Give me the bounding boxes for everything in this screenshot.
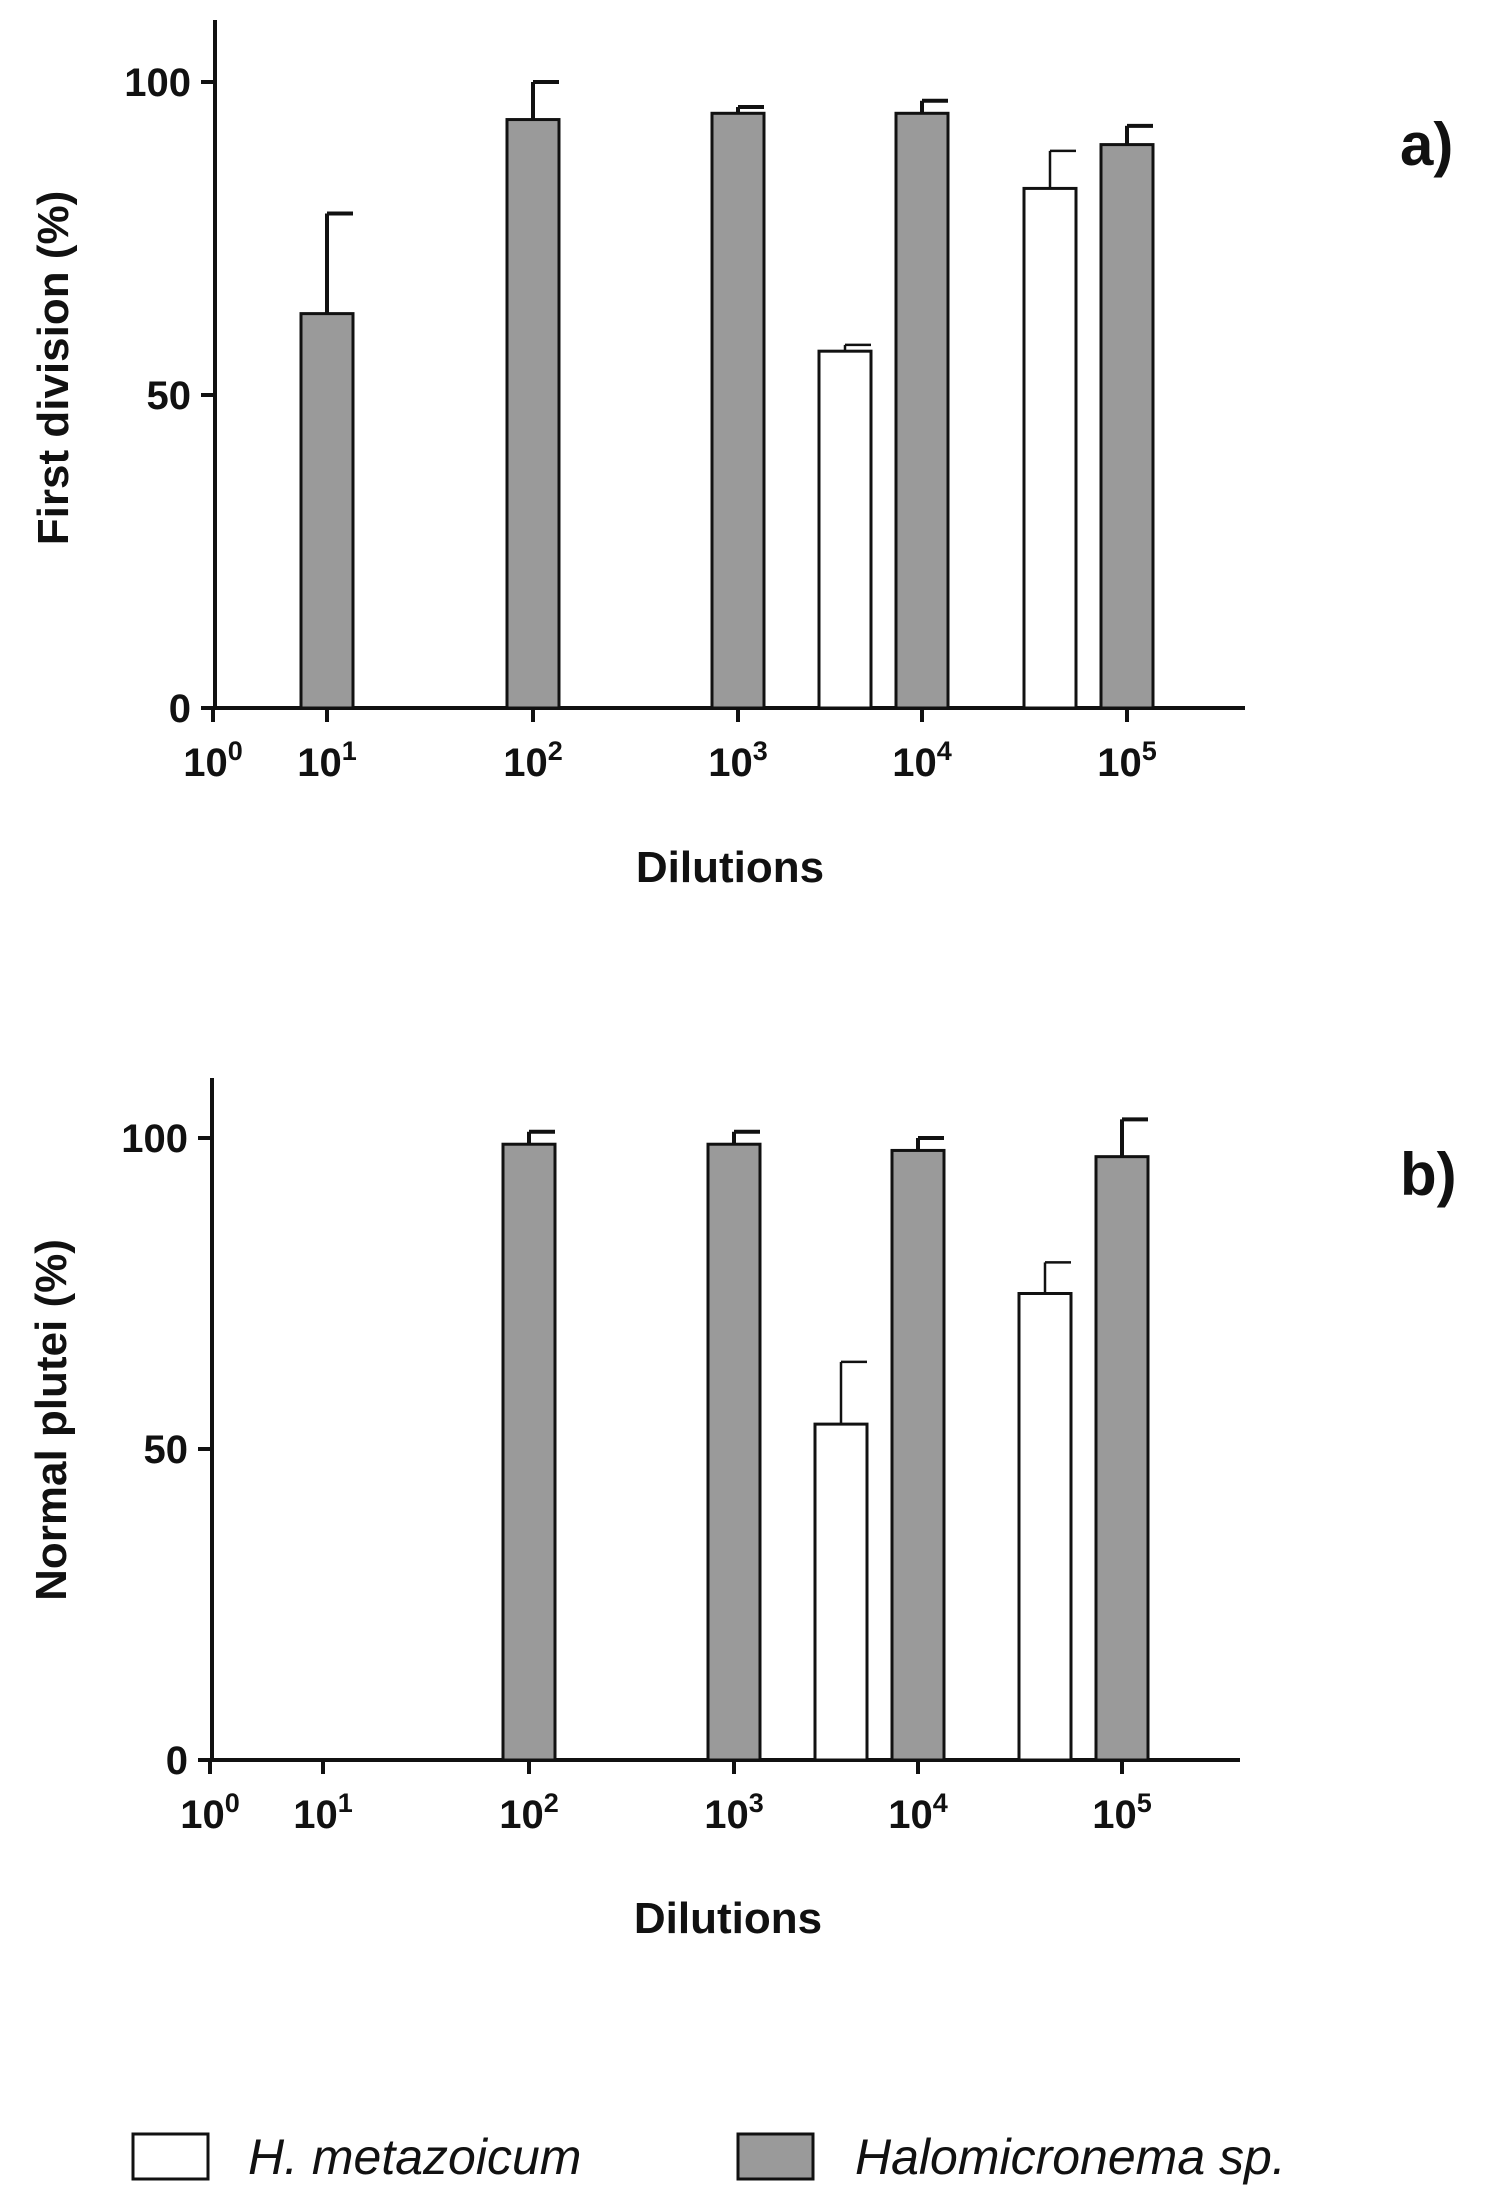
legend-swatch-h-metazoicum (131, 2132, 210, 2181)
panel-b: 0 50 100 100 101 102 103 104 105 Dilutions Norm… (27, 1078, 1457, 1943)
panel-a-label: a) (1400, 111, 1453, 178)
bar (299, 312, 355, 710)
legend-label-h-metazoicum: H. metazoicum (248, 2129, 581, 2185)
legend: H. metazoicum Halomicronema sp. (131, 2129, 1286, 2185)
legend-swatch-halomicronema (736, 2132, 815, 2181)
bar (1099, 143, 1155, 710)
bar (817, 349, 873, 710)
bar (813, 1422, 869, 1762)
x-tick-label: 104 (888, 1788, 948, 1837)
panel-b-y-ticks: 0 50 100 (121, 1117, 212, 1783)
panel-a-bars (299, 80, 1155, 710)
panel-a: 0 50 100 100 101 102 103 104 105 Dilutions Firs… (29, 20, 1453, 892)
panel-a-x-ticks: 100 101 102 103 104 105 (183, 708, 1157, 785)
panel-a-y-axis-title: First division (%) (29, 191, 78, 545)
x-tick-label: 102 (503, 736, 563, 785)
bar (1094, 1155, 1150, 1762)
x-tick-label: 101 (297, 736, 357, 785)
panel-a-y-ticks: 0 50 100 (124, 61, 215, 731)
y-tick-label: 50 (144, 1428, 189, 1472)
panel-b-x-axis-title: Dilutions (634, 1894, 822, 1943)
y-tick-label: 50 (147, 374, 192, 418)
y-tick-label: 0 (169, 687, 191, 731)
x-tick-label: 100 (183, 736, 243, 785)
bar (1022, 186, 1078, 710)
x-tick-label: 104 (892, 736, 952, 785)
x-tick-label: 103 (704, 1788, 764, 1837)
bar (501, 1142, 557, 1762)
bar (894, 111, 950, 710)
x-tick-label: 105 (1097, 736, 1157, 785)
bar (706, 1142, 762, 1762)
panel-b-x-ticks: 100 101 102 103 104 105 (180, 1760, 1152, 1837)
panel-b-y-axis-title: Normal plutei (%) (27, 1239, 76, 1601)
panel-a-x-axis-title: Dilutions (636, 843, 824, 892)
bar (505, 118, 561, 710)
x-tick-label: 102 (499, 1788, 559, 1837)
x-tick-label: 105 (1092, 1788, 1152, 1837)
panel-b-label: b) (1400, 1141, 1457, 1208)
bar (890, 1148, 946, 1762)
x-tick-label: 100 (180, 1788, 240, 1837)
bar (1017, 1292, 1073, 1762)
panel-b-bars (501, 1117, 1150, 1762)
bar (710, 111, 766, 710)
x-tick-label: 101 (293, 1788, 353, 1837)
x-tick-label: 103 (708, 736, 768, 785)
legend-label-halomicronema: Halomicronema sp. (855, 2129, 1286, 2185)
y-tick-label: 0 (166, 1739, 188, 1783)
y-tick-label: 100 (121, 1117, 188, 1161)
y-tick-label: 100 (124, 61, 191, 105)
